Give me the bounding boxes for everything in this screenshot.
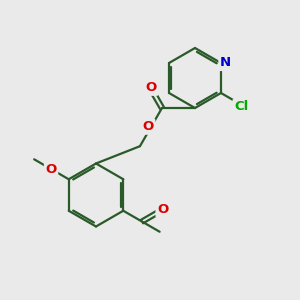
- Text: N: N: [220, 56, 231, 70]
- Text: O: O: [157, 203, 168, 216]
- Text: O: O: [146, 81, 157, 94]
- Text: Cl: Cl: [234, 100, 248, 113]
- Text: O: O: [45, 163, 57, 176]
- Text: O: O: [142, 120, 154, 133]
